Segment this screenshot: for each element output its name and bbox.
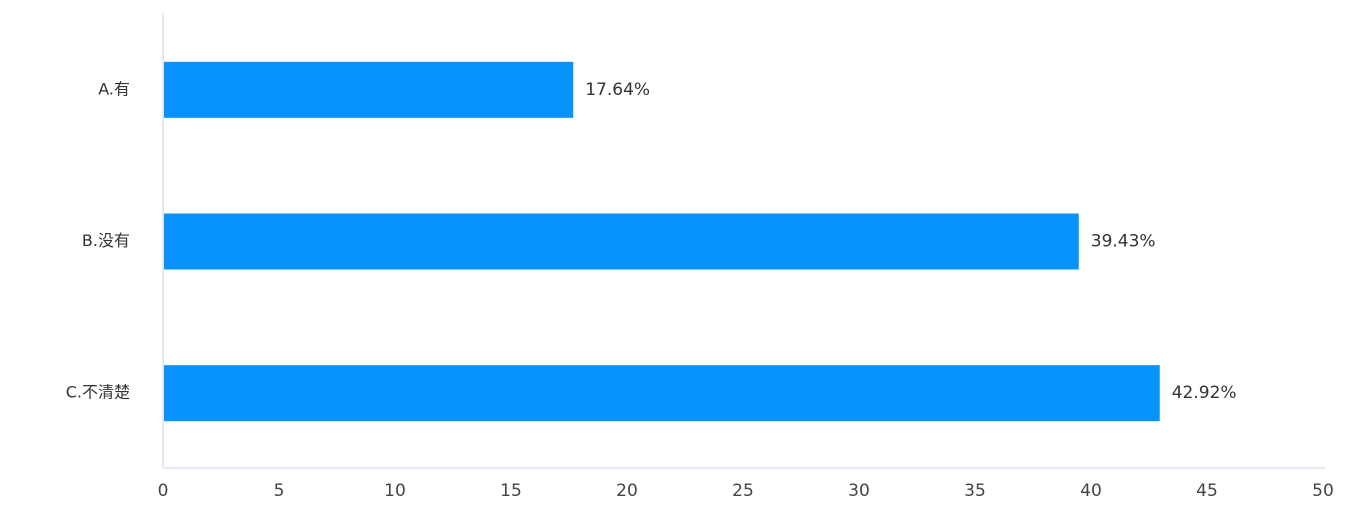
bar	[164, 61, 574, 118]
x-tick-label: 0	[158, 481, 169, 501]
bar	[164, 213, 1079, 270]
category-label: B.没有	[82, 231, 130, 250]
value-label: 17.64%	[585, 80, 650, 100]
x-tick-label: 10	[384, 481, 406, 501]
bar	[164, 365, 1160, 422]
value-label: 42.92%	[1172, 383, 1237, 403]
x-tick-label: 30	[848, 481, 870, 501]
x-tick-label: 25	[732, 481, 754, 501]
category-label: C.不清楚	[66, 383, 130, 402]
x-tick-label: 50	[1312, 481, 1334, 501]
x-tick-label: 40	[1080, 481, 1102, 501]
x-tick-label: 20	[616, 481, 638, 501]
category-label: A.有	[98, 79, 130, 98]
x-tick-label: 35	[964, 481, 986, 501]
x-tick-label: 45	[1196, 481, 1218, 501]
value-label: 39.43%	[1091, 232, 1156, 252]
x-tick-label: 5	[274, 481, 285, 501]
x-tick-label: 15	[500, 481, 522, 501]
